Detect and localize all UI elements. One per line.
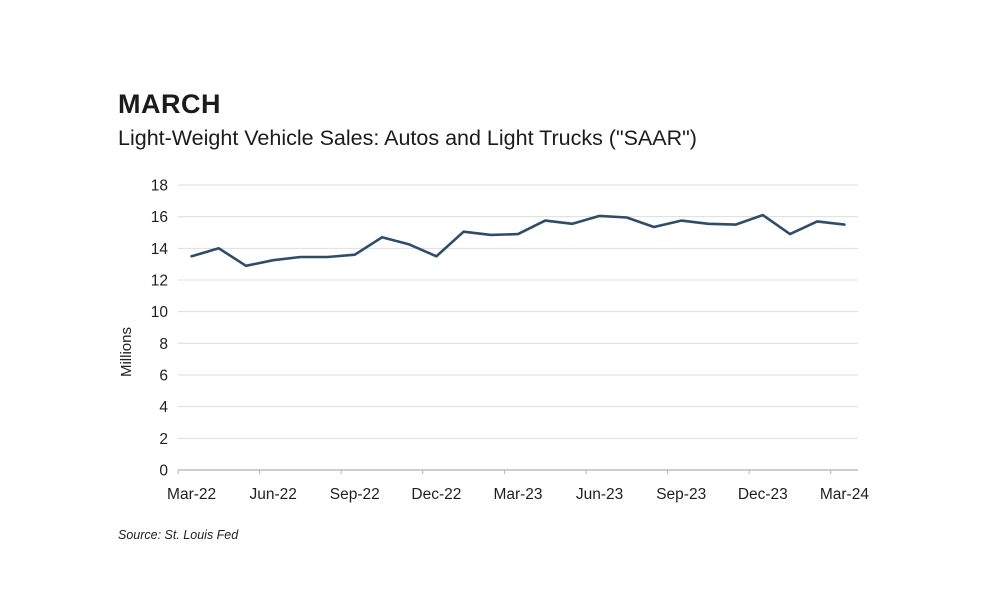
x-tick-label: Jun-22 [249,486,296,503]
chart-title: Light-Weight Vehicle Sales: Autos and Li… [118,125,697,150]
x-tick-label: Jun-23 [576,486,623,503]
x-tick-label: Mar-23 [493,486,542,503]
x-tick-label: Mar-22 [167,486,216,503]
y-tick-label: 18 [151,177,168,194]
y-tick-label: 6 [159,367,168,384]
x-tick-label: Mar-24 [820,486,869,503]
y-tick-label: 8 [159,336,168,353]
y-axis-title: Millions [118,327,135,377]
y-tick-label: 12 [151,272,168,289]
x-tick-label: Sep-22 [330,486,380,503]
chart-kicker: MARCH [118,89,221,119]
x-tick-label: Dec-22 [411,486,461,503]
y-tick-label: 2 [159,431,168,448]
y-tick-label: 16 [151,209,168,226]
x-tick-label: Sep-23 [656,486,706,503]
y-tick-label: 4 [159,399,168,416]
sales-line-series [190,213,846,268]
x-tick-label: Dec-23 [738,486,788,503]
y-tick-label: 14 [151,241,169,258]
y-tick-label: 10 [151,304,169,321]
source-note: Source: St. Louis Fed [118,528,239,542]
y-tick-label: 0 [159,462,168,479]
chart-header: MARCH Light-Weight Vehicle Sales: Autos … [118,89,697,150]
